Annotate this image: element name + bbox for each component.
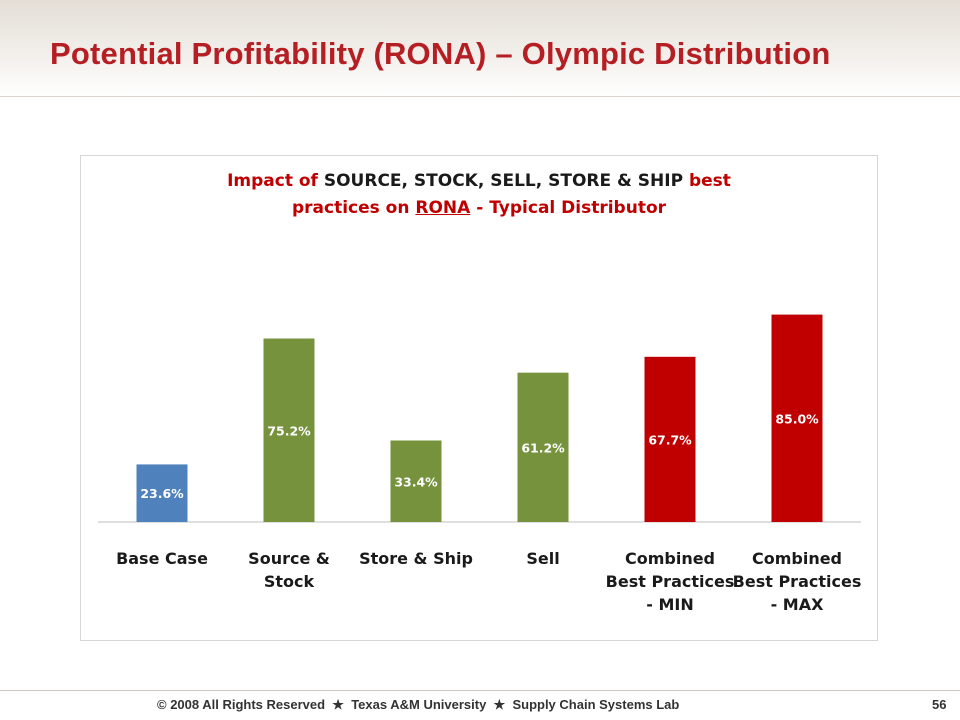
- category-label: Base Case: [116, 549, 208, 568]
- bar: [390, 440, 442, 522]
- star-icon: ★: [328, 697, 348, 712]
- chart-title-part: best: [683, 171, 731, 191]
- category-label: Store & Ship: [359, 549, 473, 568]
- chart-title-part: RONA: [415, 198, 471, 218]
- category-label: Stock: [264, 572, 315, 591]
- category-label: Sell: [526, 549, 559, 568]
- chart-title-part: practices on: [291, 198, 416, 218]
- data-label: 75.2%: [267, 423, 311, 438]
- data-label: 85.0%: [775, 411, 819, 426]
- footer-divider: [0, 690, 960, 691]
- chart-title-part: Impact of: [227, 171, 324, 191]
- bar: [136, 464, 188, 522]
- chart-title-part: - Typical Distributor: [470, 198, 667, 218]
- bar: [771, 314, 823, 522]
- data-label: 33.4%: [394, 474, 438, 489]
- category-label: Best Practices: [733, 572, 862, 591]
- data-label: 67.7%: [648, 432, 692, 447]
- chart-frame: Impact of SOURCE, STOCK, SELL, STORE & S…: [80, 155, 878, 641]
- slide-title: Potential Profitability (RONA) – Olympic…: [50, 36, 831, 71]
- slide-header: Potential Profitability (RONA) – Olympic…: [0, 0, 960, 97]
- org-text: Texas A&M University: [351, 697, 487, 712]
- chart-title-part: SOURCE, STOCK, SELL, STORE & SHIP: [323, 171, 684, 191]
- bar: [517, 372, 569, 522]
- star-icon: ★: [489, 697, 509, 712]
- page-number: 56: [932, 697, 947, 712]
- chart-title: Impact of SOURCE, STOCK, SELL, STORE & S…: [81, 168, 877, 222]
- data-label: 23.6%: [140, 486, 184, 501]
- category-label: Source &: [248, 549, 330, 568]
- category-label: Best Practices: [606, 572, 735, 591]
- copyright-text: © 2008 All Rights Reserved: [157, 697, 326, 712]
- data-label: 61.2%: [521, 440, 565, 455]
- footer-text: © 2008 All Rights Reserved ★ Texas A&M U…: [157, 697, 679, 713]
- lab-text: Supply Chain Systems Lab: [512, 697, 680, 712]
- category-label: Combined: [625, 549, 715, 568]
- bar: [644, 356, 696, 522]
- category-label: - MIN: [646, 595, 693, 614]
- bar-chart: 23.6% Base Case 75.2% Source & Stock 33.4% Sto…: [98, 314, 862, 614]
- bar: [263, 338, 315, 522]
- category-label: Combined: [752, 549, 842, 568]
- slide-footer: © 2008 All Rights Reserved ★ Texas A&M U…: [0, 697, 960, 717]
- category-label: - MAX: [771, 595, 825, 614]
